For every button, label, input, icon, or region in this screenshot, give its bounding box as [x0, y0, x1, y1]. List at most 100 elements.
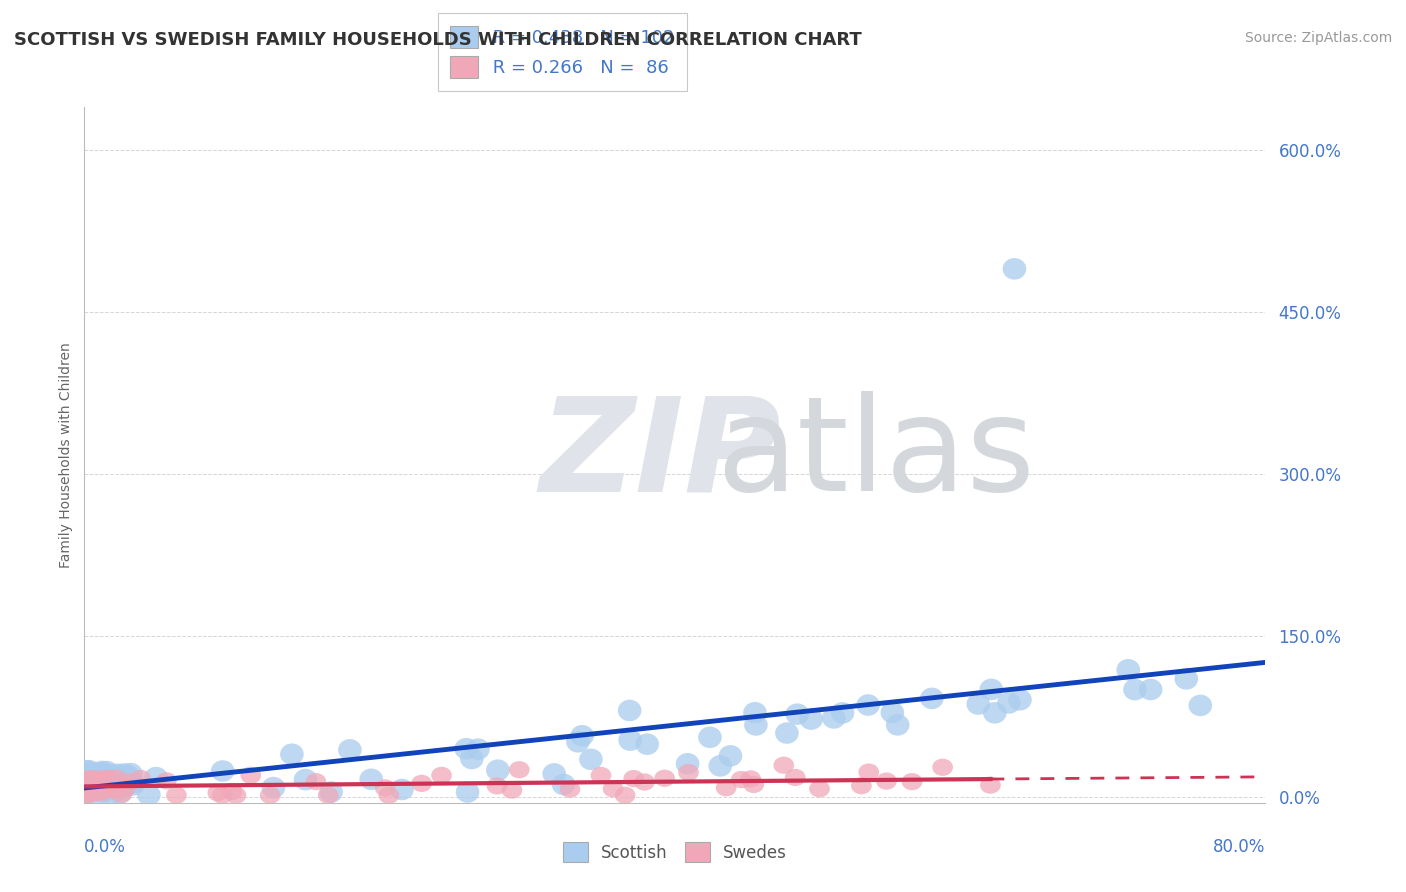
Ellipse shape [617, 699, 641, 722]
Ellipse shape [136, 784, 160, 805]
Ellipse shape [111, 786, 132, 803]
Ellipse shape [121, 772, 145, 794]
Ellipse shape [1188, 695, 1212, 716]
Ellipse shape [80, 773, 104, 795]
Ellipse shape [375, 780, 395, 797]
Ellipse shape [75, 780, 96, 797]
Ellipse shape [319, 781, 343, 803]
Ellipse shape [454, 738, 478, 759]
Ellipse shape [91, 780, 115, 801]
Ellipse shape [80, 772, 104, 794]
Ellipse shape [96, 778, 120, 799]
Ellipse shape [145, 767, 167, 789]
Ellipse shape [89, 771, 110, 789]
Ellipse shape [96, 775, 115, 792]
Ellipse shape [75, 777, 96, 794]
Ellipse shape [86, 773, 108, 795]
Ellipse shape [105, 764, 129, 785]
Ellipse shape [502, 781, 522, 798]
Ellipse shape [1008, 689, 1032, 711]
Ellipse shape [107, 770, 131, 792]
Ellipse shape [84, 783, 105, 801]
Ellipse shape [603, 780, 623, 797]
Ellipse shape [73, 781, 97, 803]
Ellipse shape [966, 693, 990, 714]
Ellipse shape [115, 780, 136, 797]
Text: atlas: atlas [716, 392, 1035, 518]
Ellipse shape [87, 781, 107, 798]
Ellipse shape [432, 767, 451, 784]
Text: 0.0%: 0.0% [84, 838, 127, 855]
Ellipse shape [76, 771, 97, 788]
Ellipse shape [101, 783, 124, 805]
Ellipse shape [744, 776, 763, 793]
Ellipse shape [98, 770, 120, 787]
Ellipse shape [560, 780, 581, 797]
Ellipse shape [983, 702, 1007, 723]
Ellipse shape [87, 775, 108, 792]
Ellipse shape [741, 771, 761, 788]
Ellipse shape [1123, 679, 1147, 700]
Ellipse shape [851, 777, 872, 794]
Ellipse shape [83, 772, 107, 793]
Ellipse shape [75, 770, 98, 792]
Ellipse shape [467, 739, 489, 760]
Ellipse shape [486, 759, 509, 780]
Ellipse shape [773, 756, 794, 774]
Ellipse shape [84, 778, 104, 795]
Ellipse shape [716, 779, 737, 797]
Ellipse shape [112, 769, 135, 790]
Ellipse shape [76, 760, 98, 781]
Ellipse shape [1002, 258, 1026, 279]
Ellipse shape [110, 775, 131, 793]
Ellipse shape [614, 787, 636, 804]
Ellipse shape [91, 784, 111, 801]
Ellipse shape [1139, 679, 1163, 700]
Ellipse shape [112, 764, 136, 785]
Ellipse shape [456, 781, 479, 803]
Ellipse shape [579, 748, 603, 770]
Ellipse shape [121, 774, 145, 796]
Ellipse shape [90, 779, 114, 800]
Ellipse shape [222, 783, 242, 800]
Ellipse shape [91, 782, 111, 799]
Ellipse shape [591, 767, 612, 784]
Ellipse shape [980, 679, 1002, 700]
Ellipse shape [77, 772, 101, 794]
Ellipse shape [97, 766, 120, 788]
Ellipse shape [100, 780, 121, 797]
Ellipse shape [91, 781, 115, 804]
Ellipse shape [337, 739, 361, 761]
Ellipse shape [810, 780, 830, 797]
Ellipse shape [1116, 659, 1140, 681]
Ellipse shape [77, 779, 97, 796]
Ellipse shape [111, 777, 135, 798]
Ellipse shape [240, 766, 262, 784]
Ellipse shape [96, 770, 120, 791]
Ellipse shape [91, 770, 111, 788]
Ellipse shape [280, 743, 304, 765]
Ellipse shape [131, 770, 150, 787]
Text: 80.0%: 80.0% [1213, 838, 1265, 855]
Ellipse shape [103, 766, 127, 788]
Ellipse shape [623, 770, 644, 788]
Ellipse shape [96, 761, 118, 782]
Ellipse shape [108, 774, 128, 792]
Ellipse shape [73, 766, 97, 788]
Ellipse shape [543, 763, 567, 785]
Ellipse shape [107, 765, 131, 787]
Ellipse shape [678, 764, 699, 781]
Ellipse shape [100, 775, 121, 792]
Ellipse shape [305, 773, 326, 790]
Ellipse shape [73, 762, 97, 783]
Ellipse shape [90, 781, 112, 803]
Ellipse shape [107, 770, 127, 787]
Ellipse shape [76, 779, 100, 800]
Ellipse shape [619, 730, 643, 751]
Ellipse shape [886, 714, 910, 736]
Ellipse shape [83, 775, 104, 792]
Ellipse shape [84, 776, 108, 797]
Ellipse shape [294, 769, 318, 790]
Ellipse shape [76, 780, 97, 797]
Ellipse shape [876, 772, 897, 789]
